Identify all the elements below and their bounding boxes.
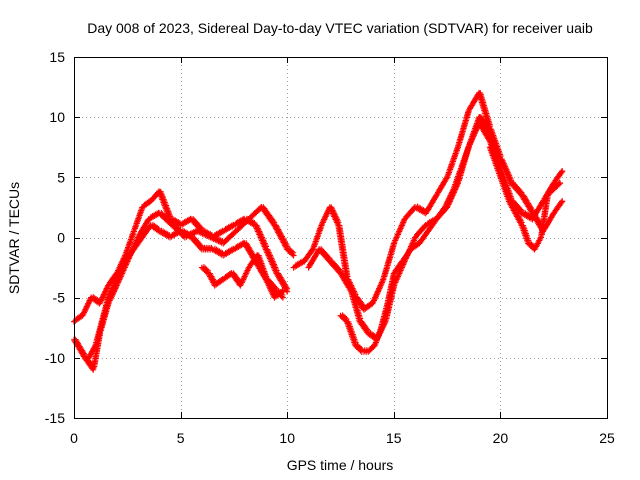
data-point — [559, 198, 566, 205]
y-tick-label: -5 — [53, 290, 66, 306]
y-tick-label: -15 — [45, 410, 65, 426]
data-point — [279, 288, 286, 295]
data-point — [279, 288, 286, 295]
data-point — [557, 180, 564, 187]
y-tick-label: -10 — [45, 350, 65, 366]
y-tick-label: 0 — [57, 230, 65, 246]
x-tick-label: 5 — [177, 430, 185, 446]
data-point — [559, 168, 566, 175]
x-tick-label: 15 — [386, 430, 402, 446]
x-tick-label: 25 — [599, 430, 615, 446]
x-tick-label: 0 — [70, 430, 78, 446]
x-tick-label: 10 — [279, 430, 295, 446]
tick-labels: 0 5 10 15 20 25 -15 -10 -5 0 5 10 15 — [45, 49, 615, 446]
chart-title: Day 008 of 2023, Sidereal Day-to-day VTE… — [87, 20, 593, 36]
data-point — [154, 224, 161, 231]
x-tick-label: 20 — [493, 430, 509, 446]
y-tick-label: 5 — [57, 169, 65, 185]
x-axis-label: GPS time / hours — [287, 457, 394, 473]
grid-lines — [74, 57, 607, 418]
data-points — [71, 89, 566, 373]
y-tick-label: 10 — [49, 109, 65, 125]
data-point — [290, 252, 297, 259]
y-axis-label: SDTVAR / TECUs — [6, 182, 22, 294]
plot-frame — [74, 57, 608, 419]
y-tick-label: 15 — [49, 49, 65, 65]
data-point — [279, 294, 286, 301]
